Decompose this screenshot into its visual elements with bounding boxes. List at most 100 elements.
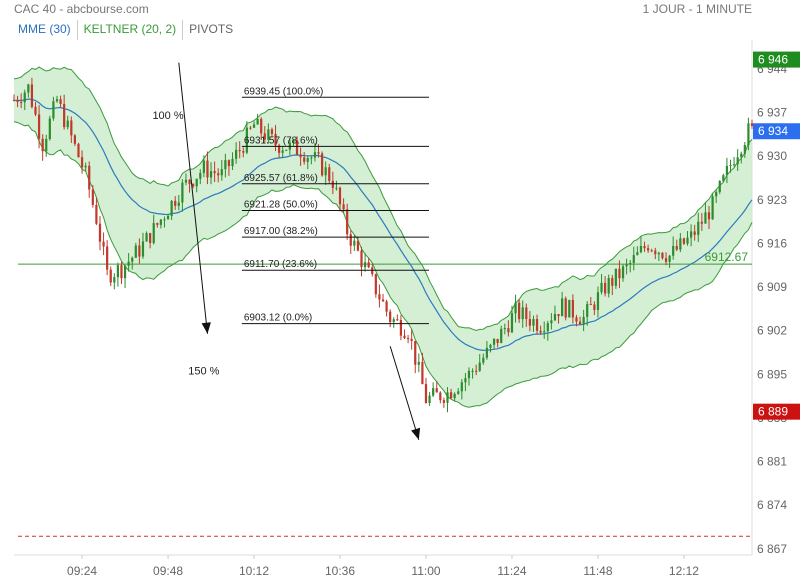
candle-body (174, 200, 177, 206)
y-tick-label: 6 874 (757, 498, 787, 512)
candle-body (77, 143, 80, 158)
candle-body (331, 180, 334, 188)
candle-body (381, 299, 385, 302)
candle-body (220, 169, 223, 176)
fib-label: 6903.12 (0.0%) (244, 313, 312, 324)
candle-body (310, 157, 313, 159)
candle-body (52, 101, 55, 119)
candle-body (37, 114, 41, 139)
candle-body (263, 133, 266, 140)
candle-body (650, 250, 653, 252)
candle-body (399, 319, 403, 336)
candle-body (245, 127, 248, 153)
candle-body (475, 370, 478, 372)
candle-body (668, 255, 671, 262)
candle-body (485, 347, 489, 358)
candle-body (500, 328, 503, 343)
candle-body (607, 277, 610, 294)
y-tick-label: 6 895 (757, 367, 787, 381)
candle-body (428, 395, 431, 404)
candle-body (231, 158, 234, 167)
candle-body (320, 153, 324, 176)
candle-body (424, 384, 428, 404)
candle-body (539, 330, 542, 333)
candle-body (360, 250, 363, 268)
candle-body (543, 331, 546, 333)
keltner-lower (13, 121, 753, 408)
x-tick-label: 09:24 (67, 564, 97, 578)
candle-body (571, 299, 574, 318)
arrow-head (201, 322, 211, 334)
chart-header: CAC 40 - abcbourse.com 1 JOUR - 1 MINUTE (0, 0, 800, 18)
candle-body (63, 103, 66, 128)
candle-body (163, 219, 166, 221)
last-price-tag (753, 123, 800, 140)
candle-body (672, 245, 675, 256)
candle-body (496, 338, 499, 343)
candle-body (356, 240, 360, 251)
x-tick-label: 11:48 (583, 564, 612, 578)
candle-body (460, 382, 463, 392)
low-price-tag (753, 403, 800, 420)
candle-body (740, 153, 743, 158)
candle-body (252, 124, 256, 128)
candle-body (306, 158, 309, 162)
candle-body (582, 316, 585, 325)
x-tick-label: 10:12 (239, 564, 269, 578)
candle-body (224, 160, 227, 170)
candle-body (353, 240, 356, 246)
candle-body (561, 298, 564, 317)
candle-body (546, 323, 549, 332)
candle-body (596, 292, 600, 310)
candle-body (636, 252, 639, 256)
candle-body (181, 182, 184, 203)
candle-body (109, 269, 112, 283)
candle-body (578, 321, 582, 325)
candle-body (238, 149, 241, 152)
indicator-pivots[interactable]: PIVOTS (189, 22, 234, 36)
candle-body (525, 307, 528, 320)
candle-body (625, 264, 628, 267)
candle-body (679, 238, 682, 250)
candle-body (45, 139, 48, 152)
y-tick-label: 6 937 (757, 106, 787, 120)
x-tick-label: 11:00 (411, 564, 440, 578)
fib-label: 6911.70 (23.6%) (244, 259, 317, 270)
reference-line-label: 6912.67 (705, 250, 749, 264)
candle-body (378, 294, 381, 300)
candle-body (292, 140, 295, 143)
candle-body (131, 257, 134, 262)
candle-body (715, 192, 718, 197)
period-label[interactable]: 1 JOUR - 1 MINUTE (642, 2, 752, 16)
candle-body (435, 388, 438, 393)
candle-body (611, 277, 614, 286)
fib-label: 6921.28 (50.0%) (244, 200, 318, 211)
candle-body (120, 265, 123, 279)
candle-body (514, 302, 517, 314)
candle-body (654, 250, 657, 255)
candle-body (396, 319, 399, 321)
candle-body (95, 204, 98, 224)
candle-body (489, 344, 492, 348)
candle-body (446, 392, 449, 403)
candle-body (639, 245, 643, 253)
y-tick-label: 6 867 (757, 542, 787, 556)
indicator-mme[interactable]: MME (30) (12, 20, 78, 40)
candle-body (503, 328, 506, 330)
y-tick-label: 6 881 (757, 455, 787, 469)
candle-body (604, 282, 607, 294)
candle-body (30, 84, 34, 107)
indicator-keltner[interactable]: KELTNER (20, 2) (78, 20, 184, 40)
candle-body (661, 252, 664, 259)
fib-label: 6925.57 (61.8%) (244, 173, 318, 184)
x-tick-label: 10:36 (325, 564, 355, 578)
candle-body (66, 120, 69, 128)
candle-body (267, 129, 270, 140)
candle-body (729, 165, 732, 167)
last-price-tag-label: 6 934 (758, 124, 788, 138)
candle-body (202, 160, 205, 173)
candle-body (281, 150, 284, 153)
candle-body (285, 149, 288, 151)
candle-body (432, 388, 435, 396)
